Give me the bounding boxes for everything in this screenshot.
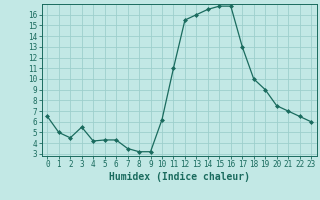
X-axis label: Humidex (Indice chaleur): Humidex (Indice chaleur) <box>109 172 250 182</box>
